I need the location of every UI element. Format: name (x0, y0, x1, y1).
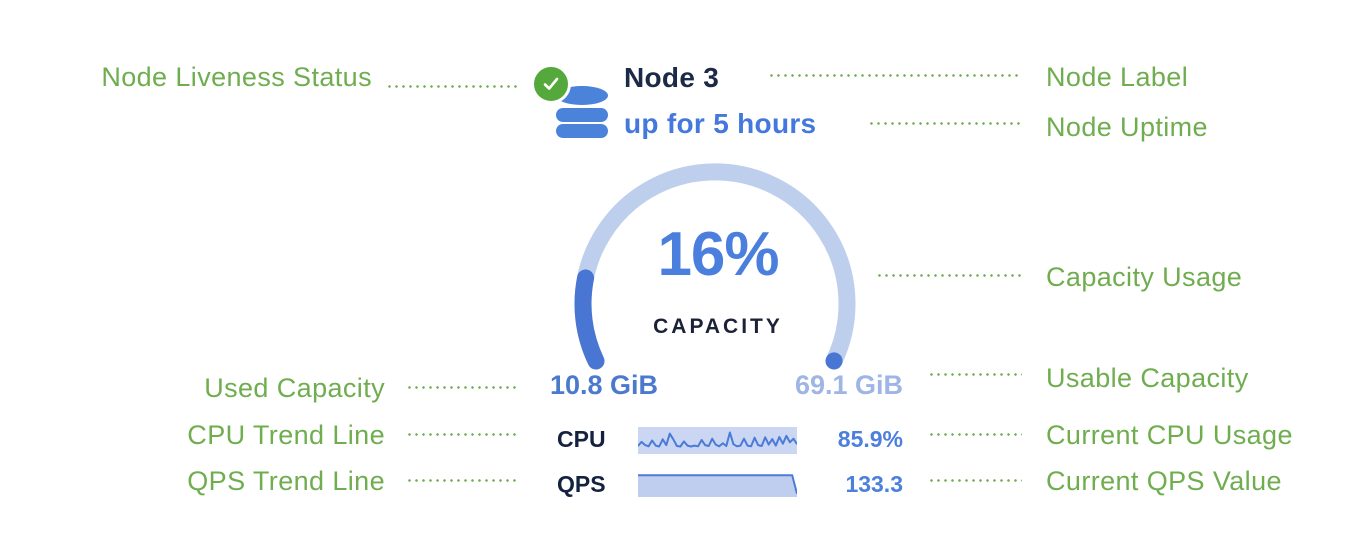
annotation-capacity-usage: Capacity Usage (1046, 262, 1243, 292)
annotation-used-capacity: Used Capacity (204, 373, 385, 403)
leader-line-node-liveness (386, 85, 518, 88)
leader-line-current-cpu-usage (928, 433, 1022, 436)
cpu-metric-label: CPU (557, 426, 606, 452)
capacity-gauge-arc (574, 163, 856, 370)
leader-line-node-uptime (868, 122, 1020, 125)
leader-line-capacity-usage (876, 274, 1022, 277)
annotation-current-qps-value: Current QPS Value (1046, 466, 1282, 496)
capacity-gauge: 16% CAPACITY (573, 160, 863, 372)
annotation-node-label: Node Label (1046, 62, 1189, 92)
node-uptime: up for 5 hours (624, 108, 817, 139)
node-name: Node 3 (624, 62, 720, 93)
cpu-usage-value: 85.9% (837, 426, 903, 452)
cpu-sparkline (638, 427, 797, 454)
qps-sparkline (638, 474, 797, 497)
leader-line-qps-trend (406, 479, 518, 482)
capacity-percent: 16% (657, 220, 779, 289)
annotation-node-uptime: Node Uptime (1046, 112, 1208, 142)
database-icon-band (556, 124, 608, 138)
capacity-gauge-progress (574, 163, 856, 370)
leader-line-usable-capacity (928, 373, 1022, 376)
used-capacity-value: 10.8 GiB (550, 370, 659, 400)
annotation-current-cpu-usage: Current CPU Usage (1046, 420, 1293, 450)
annotation-usable-capacity: Usable Capacity (1046, 363, 1249, 393)
usable-capacity-value: 69.1 GiB (794, 370, 903, 400)
leader-line-current-qps-value (928, 479, 1022, 482)
database-icon-band (556, 107, 608, 122)
leader-line-used-capacity (406, 386, 518, 389)
annotation-qps-trend-line: QPS Trend Line (187, 466, 385, 496)
annotation-node-liveness-status: Node Liveness Status (101, 62, 372, 92)
liveness-check-icon (531, 64, 571, 104)
leader-line-cpu-trend (406, 433, 518, 436)
capacity-caption: CAPACITY (653, 315, 783, 338)
qps-value: 133.3 (845, 471, 903, 497)
checkmark-glyph (543, 77, 559, 90)
leader-line-node-label (768, 74, 1020, 77)
annotation-cpu-trend-line: CPU Trend Line (187, 420, 385, 450)
qps-metric-label: QPS (557, 471, 606, 497)
